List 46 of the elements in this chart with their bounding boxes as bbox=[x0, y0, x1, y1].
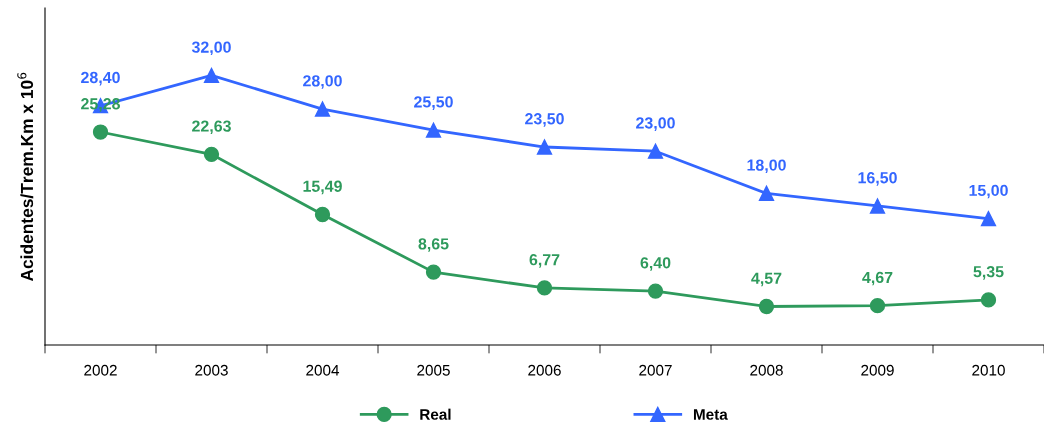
point bbox=[869, 298, 886, 314]
point bbox=[425, 122, 442, 138]
point bbox=[203, 67, 220, 84]
data-label: 32,00 bbox=[191, 41, 231, 56]
x-tick-label: 2004 bbox=[306, 364, 340, 376]
data-label: 18,00 bbox=[747, 159, 786, 174]
data-label: 16,50 bbox=[858, 172, 897, 186]
data-label: 25,50 bbox=[414, 96, 453, 110]
x-tick-label: 2002 bbox=[84, 364, 117, 376]
point bbox=[647, 283, 664, 299]
data-label: 15,00 bbox=[969, 184, 1008, 199]
point bbox=[425, 264, 442, 280]
x-tick-label: 2005 bbox=[417, 364, 450, 376]
data-label: 23,50 bbox=[525, 113, 564, 127]
x-tick-label: 2010 bbox=[972, 364, 1005, 376]
point bbox=[92, 124, 109, 140]
data-label: 28,40 bbox=[81, 71, 120, 86]
data-label: 23,00 bbox=[636, 117, 675, 131]
point bbox=[980, 210, 997, 227]
data-label: 6,40 bbox=[640, 257, 671, 271]
data-label: 4,67 bbox=[862, 271, 893, 286]
point bbox=[536, 139, 553, 155]
data-label: 6,77 bbox=[529, 254, 560, 268]
data-label: 15,49 bbox=[303, 180, 342, 195]
point bbox=[314, 206, 331, 223]
point bbox=[869, 198, 886, 214]
x-tick-label: 2007 bbox=[639, 364, 672, 376]
data-label: 22,63 bbox=[192, 120, 231, 135]
y-axis-title: Acidentes/Trem.Km x 10$^{6}$ bbox=[17, 72, 34, 282]
data-label: 4,57 bbox=[751, 272, 782, 287]
x-tick-label: 2009 bbox=[861, 364, 894, 376]
point bbox=[203, 146, 220, 162]
x-tick-label: 2008 bbox=[750, 364, 783, 376]
point bbox=[536, 280, 553, 296]
point bbox=[647, 143, 664, 159]
point bbox=[314, 101, 331, 117]
x-tick-label: 2003 bbox=[195, 364, 228, 376]
point bbox=[758, 298, 775, 315]
data-label: 8,65 bbox=[418, 238, 449, 252]
x-tick-label: 2006 bbox=[528, 364, 561, 376]
legend-label: Meta bbox=[693, 409, 728, 420]
point bbox=[758, 185, 775, 201]
point bbox=[980, 292, 997, 308]
data-label: 28,00 bbox=[303, 75, 342, 89]
data-label: 5,35 bbox=[973, 266, 1004, 280]
legend-label: Real bbox=[420, 408, 451, 420]
